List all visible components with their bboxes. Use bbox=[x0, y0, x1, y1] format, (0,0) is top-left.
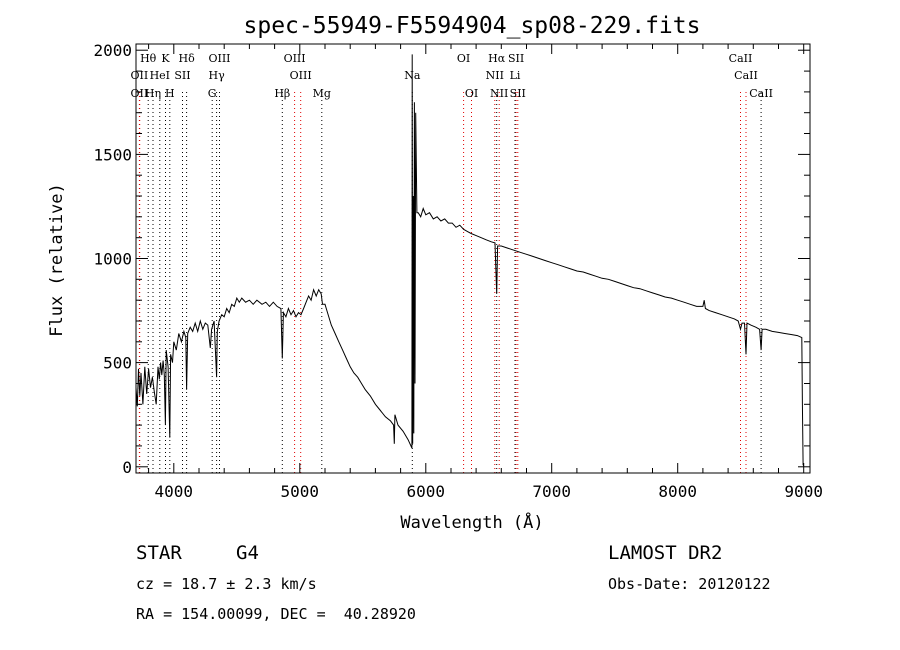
x-tick-label: 9000 bbox=[784, 482, 823, 501]
x-tick-label: 8000 bbox=[658, 482, 697, 501]
spectral-line-label: SII bbox=[174, 69, 190, 82]
spectrum-series-line bbox=[135, 54, 805, 466]
spectral-line-label: H bbox=[165, 87, 175, 100]
x-tick-label: 4000 bbox=[155, 482, 194, 501]
spectral-line-label: OII bbox=[131, 69, 149, 82]
spectral-line-label: OIII bbox=[284, 52, 306, 65]
y-tick-label: 2000 bbox=[93, 41, 132, 60]
survey-name: LAMOST DR2 bbox=[608, 542, 723, 564]
spectral-line-label: Li bbox=[510, 69, 521, 82]
spectral-line-guides bbox=[138, 92, 762, 473]
spectral-line-label: OII bbox=[131, 87, 149, 100]
chart-title: spec-55949-F5594904_sp08-229.fits bbox=[244, 13, 701, 39]
spectral-line-label: SII bbox=[508, 52, 524, 65]
object-class: STAR bbox=[136, 542, 182, 564]
spectral-line-label: OI bbox=[465, 87, 478, 100]
spectral-line-label: Hβ bbox=[274, 87, 290, 100]
spectral-line-label: CaII bbox=[729, 52, 753, 65]
plot-frame bbox=[135, 43, 811, 474]
axis-ticks: 4000 5000 6000 7000 8000 9000 0 500 1000 1500 2000 bbox=[93, 41, 822, 501]
x-axis-label: Wavelength (Å) bbox=[400, 511, 543, 533]
spectral-line-label: OI bbox=[457, 52, 470, 65]
y-tick-label: 1000 bbox=[93, 250, 132, 269]
spectral-line-label: OIII bbox=[290, 69, 312, 82]
x-tick-label: 5000 bbox=[281, 482, 320, 501]
spectral-line-label: K bbox=[161, 52, 170, 65]
spectral-line-label: SII bbox=[510, 87, 526, 100]
sky-coordinates: RA = 154.00099, DEC = 40.28920 bbox=[136, 605, 416, 623]
x-tick-label: 6000 bbox=[407, 482, 446, 501]
spectral-line-label: CaII bbox=[749, 87, 773, 100]
y-axis-label: Flux (relative) bbox=[47, 183, 67, 337]
spectral-line-label: NII bbox=[486, 69, 504, 82]
spectral-line-label: HeI bbox=[150, 69, 170, 82]
spectral-line-label: Mg bbox=[313, 87, 331, 100]
spectral-line-label: Hα bbox=[488, 52, 506, 65]
observation-date: Obs-Date: 20120122 bbox=[608, 575, 771, 593]
redshift-value: cz = 18.7 ± 2.3 km/s bbox=[136, 575, 317, 593]
spectral-line-label: OIII bbox=[208, 52, 230, 65]
object-subclass: G4 bbox=[236, 542, 259, 564]
spectral-line-label: Hγ bbox=[209, 69, 226, 82]
spectral-line-label: CaII bbox=[734, 69, 758, 82]
y-tick-label: 1500 bbox=[93, 145, 132, 164]
x-tick-label: 7000 bbox=[532, 482, 571, 501]
spectral-line-label: Hδ bbox=[178, 52, 195, 65]
spectrum-chart: spec-55949-F5594904_sp08-229.fits Hθ K Hδ O… bbox=[47, 13, 823, 533]
spectral-line-label: G bbox=[208, 87, 217, 100]
y-tick-label: 500 bbox=[103, 354, 132, 373]
y-tick-label: 0 bbox=[122, 458, 132, 477]
spectral-line-label: Hθ bbox=[140, 52, 157, 65]
spectral-line-label: NII bbox=[490, 87, 508, 100]
spectral-line-label: Hη bbox=[145, 87, 161, 100]
